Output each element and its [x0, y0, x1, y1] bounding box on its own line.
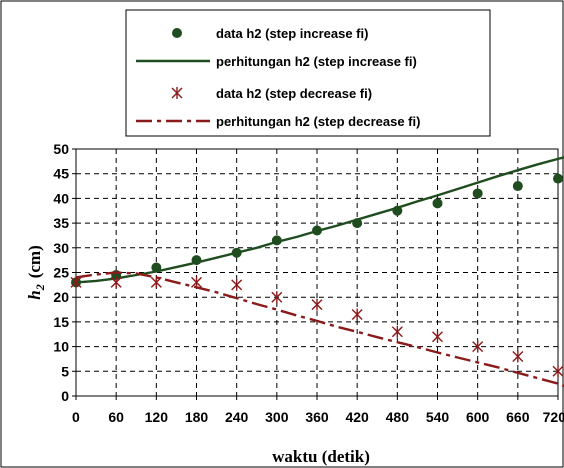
y-tick-label: 5 — [61, 363, 69, 379]
x-tick-label: 120 — [145, 409, 169, 425]
legend-box — [125, 9, 491, 137]
x-tick-label: 180 — [185, 409, 209, 425]
series-line — [75, 156, 564, 284]
data-point — [351, 308, 363, 321]
y-axis-title-main: h — [25, 290, 44, 299]
legend-label: perhitungan h2 (step decrease fi) — [216, 114, 420, 129]
legend-label: data h2 (step decrease fi) — [216, 86, 372, 101]
series-layer — [70, 156, 564, 387]
data-point — [432, 330, 443, 343]
legend-item: data h2 (step decrease fi) — [171, 86, 372, 101]
data-point — [512, 350, 524, 363]
data-point — [231, 278, 243, 291]
y-axis-title-group: h2 (cm) — [25, 245, 47, 300]
x-tick-label: 600 — [466, 409, 490, 425]
y-tick-label: 0 — [61, 388, 69, 404]
legend-label: perhitungan h2 (step increase fi) — [216, 54, 417, 69]
y-axis-title-sub: 2 — [33, 284, 47, 291]
legend-marker-swatch — [171, 87, 183, 99]
series-1 — [75, 156, 564, 284]
data-point — [472, 188, 483, 199]
y-tick-label: 45 — [53, 166, 69, 182]
y-tick-label: 25 — [53, 265, 69, 281]
legend-item: perhitungan h2 (step decrease fi) — [136, 114, 420, 129]
data-point — [553, 173, 563, 184]
y-tick-label: 50 — [53, 141, 69, 157]
y-axis-title-unit: (cm) — [25, 245, 44, 278]
legend: data h2 (step increase fi) perhitungan h2… — [125, 9, 491, 137]
x-tick-label: 300 — [265, 409, 289, 425]
x-tick-label: 60 — [108, 409, 124, 425]
x-tick-label: 0 — [72, 409, 80, 425]
y-tick-label: 15 — [53, 314, 69, 330]
x-tick-label: 540 — [426, 409, 450, 425]
data-point — [472, 340, 484, 353]
x-tick-label: 420 — [345, 409, 369, 425]
y-axis-title: h2 (cm) — [25, 245, 47, 300]
series-2 — [70, 276, 564, 378]
x-tick-label: 480 — [386, 409, 410, 425]
legend-item: perhitungan h2 (step increase fi) — [136, 54, 417, 69]
legend-item: data h2 (step increase fi) — [172, 26, 368, 41]
data-point — [432, 198, 443, 209]
data-point — [512, 181, 523, 192]
data-point — [311, 298, 323, 311]
data-point — [391, 325, 403, 338]
x-axis-title: waktu (detik) — [272, 447, 370, 466]
x-tick-label: 240 — [225, 409, 249, 425]
y-tick-label: 20 — [53, 289, 69, 305]
data-point — [271, 291, 283, 304]
x-tick-label: 360 — [305, 409, 329, 425]
y-axis-ticks: 0 5 10 15 20 25 30 35 40 45 50 — [53, 141, 76, 404]
series-3 — [75, 271, 564, 387]
legend-label: data h2 (step increase fi) — [216, 26, 368, 41]
y-tick-label: 40 — [53, 190, 69, 206]
data-point — [70, 276, 82, 289]
x-tick-label: 720 — [543, 409, 564, 425]
y-tick-label: 10 — [53, 339, 69, 355]
data-point — [552, 365, 564, 378]
x-tick-label: 660 — [506, 409, 530, 425]
y-tick-label: 35 — [53, 215, 69, 231]
series-line — [75, 271, 564, 387]
data-point — [110, 276, 122, 289]
y-tick-label: 30 — [53, 240, 69, 256]
legend-marker-swatch — [172, 28, 182, 38]
x-axis-ticks: 0 60 120 180 240 300 360 420 480 540 600 660 720 — [72, 396, 564, 425]
